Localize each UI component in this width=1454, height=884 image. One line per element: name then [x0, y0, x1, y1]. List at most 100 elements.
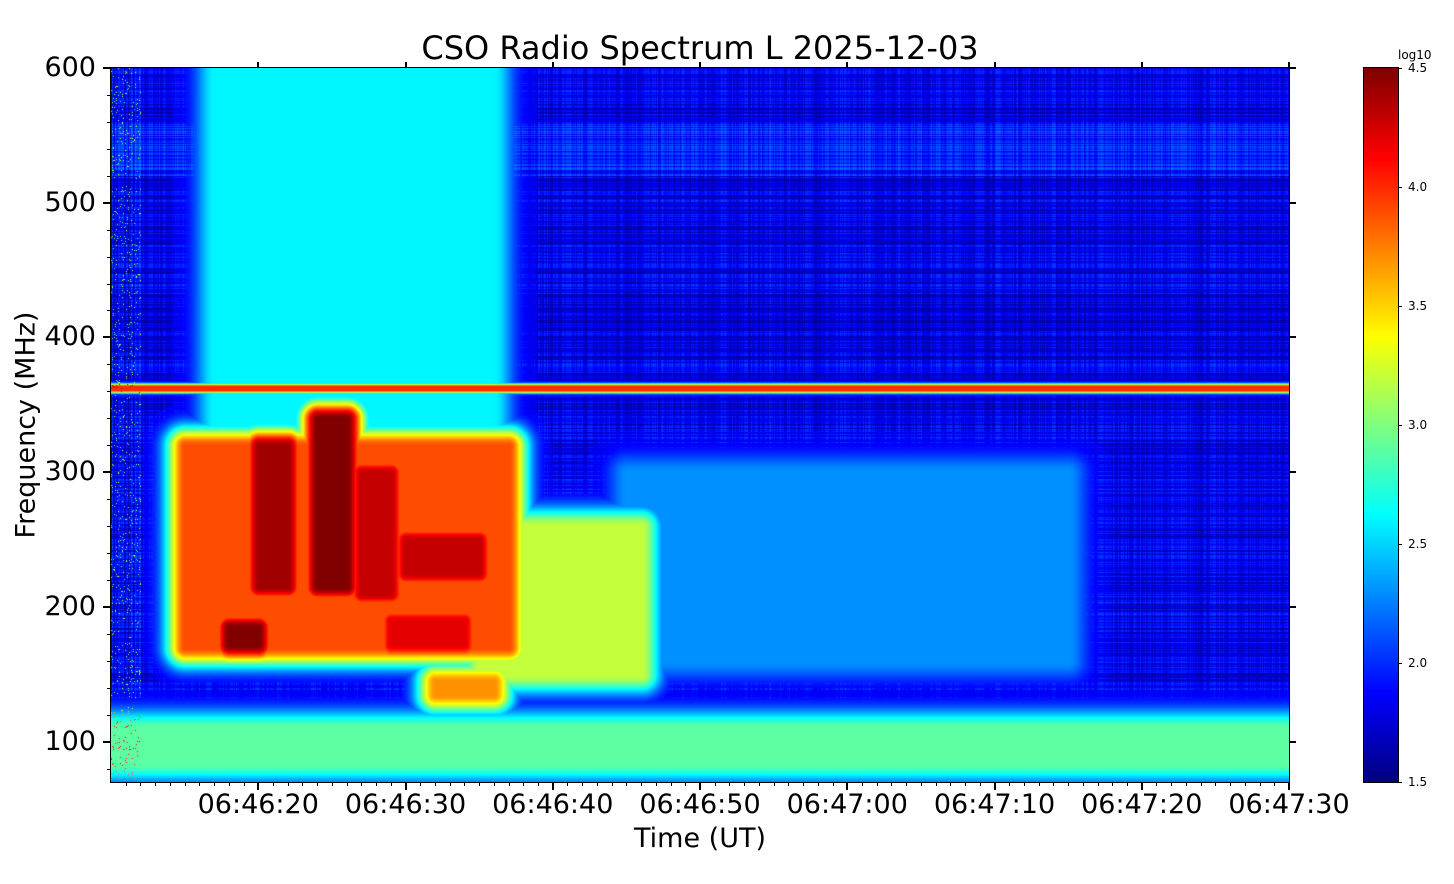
- y-tick-label: 300: [44, 456, 96, 488]
- y-minor-tick: [107, 175, 111, 177]
- x-tick-label: 06:46:20: [197, 789, 319, 820]
- x-axis-label: Time (UT): [634, 823, 766, 854]
- y-minor-tick: [107, 526, 111, 528]
- x-minor-tick: [670, 782, 672, 786]
- x-minor-tick: [1259, 782, 1261, 786]
- x-minor-tick: [479, 782, 481, 786]
- x-minor-tick: [1274, 782, 1276, 786]
- x-minor-tick: [1068, 782, 1070, 786]
- x-minor-tick: [567, 782, 569, 786]
- x-tick-label: 06:47:00: [786, 789, 908, 820]
- x-minor-tick: [464, 782, 466, 786]
- y-minor-tick: [107, 364, 111, 366]
- x-minor-tick: [861, 782, 863, 786]
- x-minor-tick: [773, 782, 775, 786]
- y-minor-tick: [107, 687, 111, 689]
- x-minor-tick: [1112, 782, 1114, 786]
- y-tick-mark-right: [1289, 605, 1296, 608]
- colorbar-tick-label: 4.0: [1408, 180, 1428, 194]
- x-tick-label: 06:47:30: [1228, 789, 1350, 820]
- spectrogram-heatmap: [111, 68, 1289, 782]
- x-minor-tick: [729, 782, 731, 786]
- y-minor-tick: [107, 256, 111, 258]
- x-minor-tick: [1053, 782, 1055, 786]
- y-minor-tick: [107, 310, 111, 312]
- x-minor-tick: [1230, 782, 1232, 786]
- colorbar-tick-mark: [1398, 544, 1402, 545]
- y-minor-tick: [107, 579, 111, 581]
- x-tick-mark: [404, 782, 407, 790]
- x-minor-tick: [876, 782, 878, 786]
- x-minor-tick: [376, 782, 378, 786]
- x-tick-mark: [993, 782, 996, 790]
- colorbar-label: log10: [1398, 48, 1432, 62]
- x-minor-tick: [390, 782, 392, 786]
- x-minor-tick: [493, 782, 495, 786]
- x-tick-label: 06:46:40: [492, 789, 614, 820]
- x-minor-tick: [1023, 782, 1025, 786]
- x-minor-tick: [434, 782, 436, 786]
- spectrogram-plot-area: [110, 67, 1290, 783]
- x-tick-mark-top: [699, 62, 701, 68]
- x-minor-tick: [1171, 782, 1173, 786]
- y-minor-tick: [107, 229, 111, 231]
- colorbar-tick-mark: [1398, 782, 1402, 783]
- y-tick-mark-right: [1289, 336, 1296, 339]
- y-minor-tick: [107, 552, 111, 554]
- y-minor-tick: [107, 94, 111, 96]
- colorbar-tick-mark: [1398, 663, 1402, 664]
- x-minor-tick: [346, 782, 348, 786]
- y-tick-mark: [103, 201, 111, 204]
- x-tick-label: 06:46:30: [344, 789, 467, 820]
- colorbar: [1363, 67, 1399, 783]
- colorbar-tick-label: 4.5: [1408, 61, 1428, 75]
- colorbar-tick-mark: [1398, 425, 1402, 426]
- x-minor-tick: [1082, 782, 1084, 786]
- y-tick-label: 200: [44, 590, 96, 622]
- x-tick-mark-top: [846, 62, 849, 68]
- colorbar-tick-label: 2.0: [1408, 656, 1428, 670]
- y-tick-mark-right: [1289, 740, 1296, 743]
- x-minor-tick: [965, 782, 967, 786]
- x-minor-tick: [950, 782, 952, 786]
- x-minor-tick: [538, 782, 540, 786]
- x-minor-tick: [243, 782, 245, 786]
- y-minor-tick: [107, 499, 111, 501]
- x-minor-tick: [228, 782, 230, 786]
- x-minor-tick: [1097, 782, 1099, 786]
- colorbar-tick-mark: [1398, 306, 1402, 307]
- x-minor-tick: [331, 782, 333, 786]
- x-minor-tick: [1038, 782, 1040, 786]
- colorbar-tick-label: 3.5: [1408, 299, 1428, 313]
- colorbar-tick-label: 1.5: [1408, 775, 1428, 789]
- x-minor-tick: [1009, 782, 1011, 786]
- x-minor-tick: [758, 782, 760, 786]
- y-minor-tick: [107, 283, 111, 285]
- x-minor-tick: [420, 782, 422, 786]
- y-minor-tick: [107, 121, 111, 123]
- x-tick-mark: [257, 782, 260, 790]
- y-tick-mark: [103, 67, 111, 69]
- chart-title: CSO Radio Spectrum L 2025-12-03: [421, 29, 979, 67]
- x-minor-tick: [906, 782, 908, 786]
- x-minor-tick: [287, 782, 289, 786]
- x-tick-mark: [846, 782, 849, 790]
- y-minor-tick: [107, 445, 111, 447]
- colorbar-tick-label: 2.5: [1408, 537, 1428, 551]
- x-minor-tick: [361, 782, 363, 786]
- colorbar-tick-label: 3.0: [1408, 418, 1428, 432]
- x-tick-mark-top: [257, 62, 260, 68]
- x-tick-mark-top: [551, 62, 554, 68]
- y-minor-tick: [107, 148, 111, 150]
- y-tick-mark: [103, 471, 111, 474]
- x-minor-tick: [582, 782, 584, 786]
- y-axis-label: Frequency (MHz): [10, 311, 42, 539]
- x-minor-tick: [508, 782, 510, 786]
- x-minor-tick: [641, 782, 643, 786]
- y-minor-tick: [107, 633, 111, 635]
- colorbar-tick-mark: [1398, 68, 1402, 69]
- x-minor-tick: [596, 782, 598, 786]
- x-minor-tick: [1244, 782, 1246, 786]
- x-tick-mark: [699, 782, 701, 790]
- x-tick-label: 06:46:50: [639, 789, 761, 820]
